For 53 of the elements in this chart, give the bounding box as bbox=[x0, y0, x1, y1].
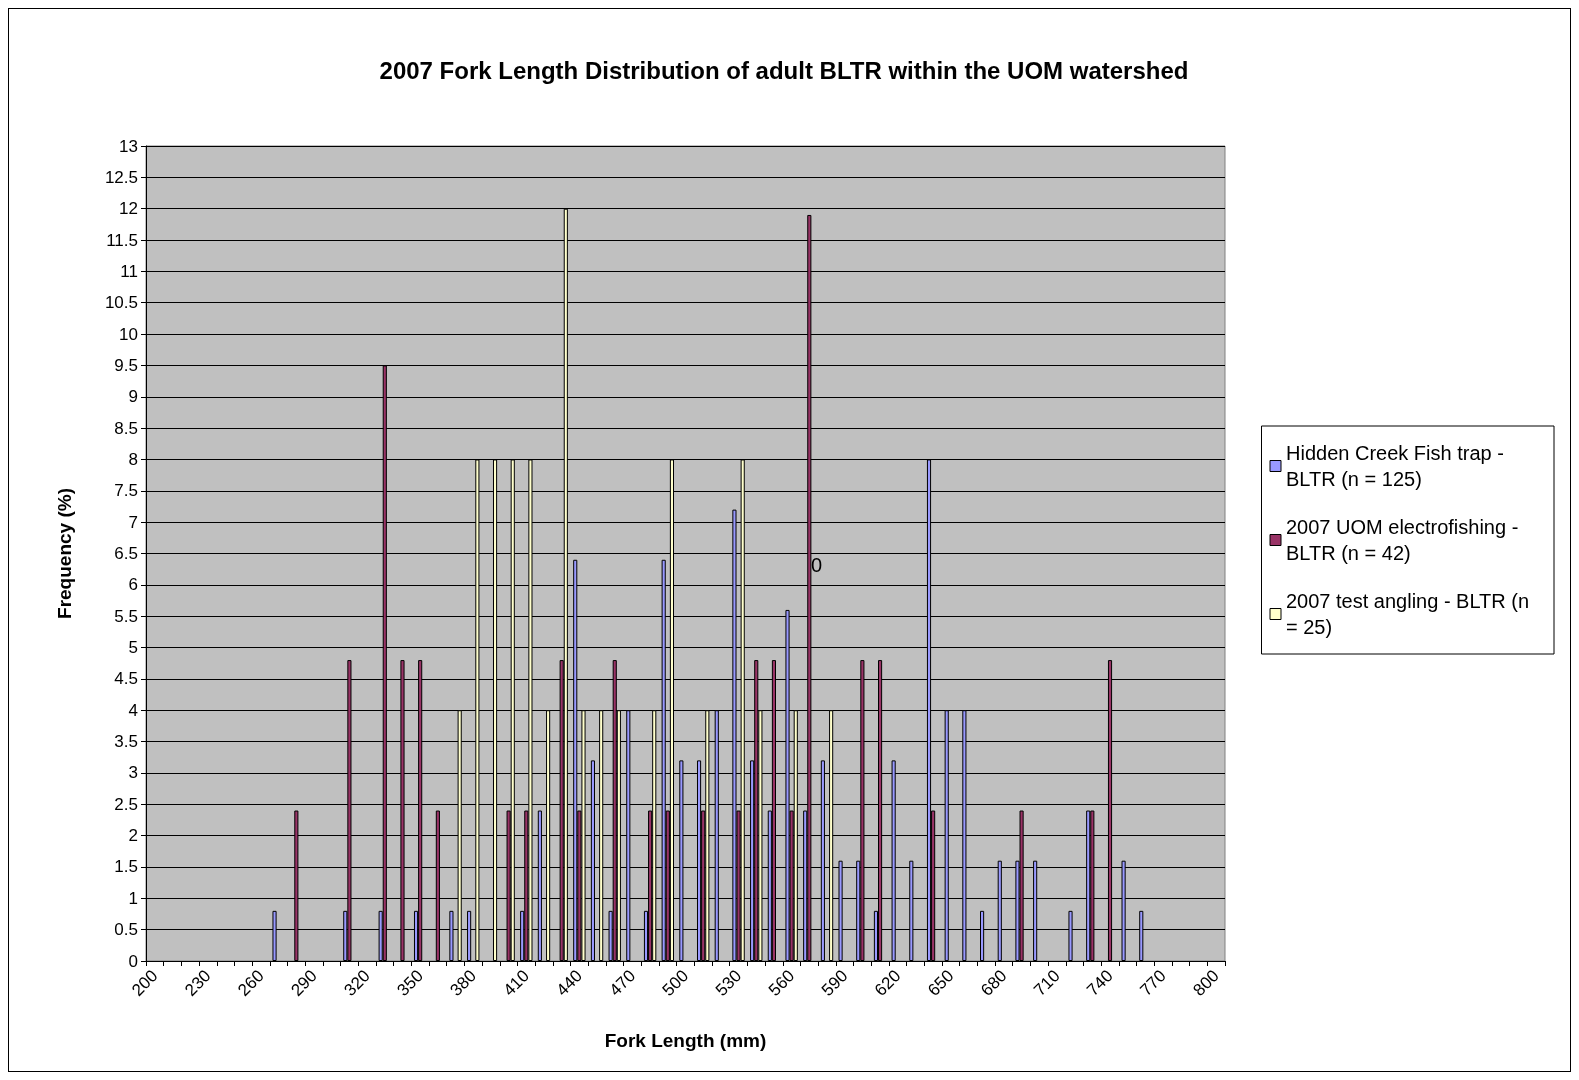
chart-title: 2007 Fork Length Distribution of adult BLTR within the UOM watershed bbox=[379, 56, 1189, 84]
y-tick-label: 13 bbox=[119, 136, 138, 156]
x-tick-label: 530 bbox=[711, 966, 746, 1000]
y-tick-label: 8 bbox=[128, 449, 138, 469]
legend-label: 2007 test angling - BLTR (n = 25) bbox=[1286, 590, 1535, 638]
y-tick-label: 10 bbox=[119, 324, 138, 344]
y-tick-label: 3 bbox=[128, 763, 138, 783]
x-tick-label: 470 bbox=[605, 966, 640, 1000]
legend-label: 2007 UOM electrofishing - BLTR (n = 42) bbox=[1286, 516, 1524, 564]
y-tick-label: 7.5 bbox=[114, 481, 138, 501]
y-tick-label: 4 bbox=[128, 700, 138, 720]
x-tick-label: 620 bbox=[871, 966, 905, 1000]
x-tick-label: 710 bbox=[1030, 966, 1064, 1000]
x-tick-label: 560 bbox=[764, 966, 799, 1000]
y-tick-label: 5 bbox=[128, 638, 138, 658]
y-tick-label: 4.5 bbox=[114, 669, 138, 689]
y-tick-label: 3.5 bbox=[114, 732, 138, 752]
y-axis-title: Frequency (%) bbox=[54, 488, 75, 619]
y-tick-label: 1.5 bbox=[114, 857, 138, 877]
x-tick-label: 350 bbox=[393, 966, 427, 1000]
x-tick-label: 320 bbox=[340, 966, 374, 1000]
x-tick-label: 740 bbox=[1083, 966, 1117, 1000]
legend-label: Hidden Creek Fish trap - BLTR (n = 125) bbox=[1286, 442, 1510, 490]
y-tick-label: 0.5 bbox=[114, 920, 138, 940]
x-tick-label: 290 bbox=[287, 966, 321, 1000]
y-tick-label: 2.5 bbox=[114, 794, 138, 814]
y-tick-label: 7 bbox=[128, 512, 138, 532]
y-tick-label: 9.5 bbox=[114, 355, 138, 375]
x-tick-label: 230 bbox=[181, 966, 215, 1000]
x-tick-label: 500 bbox=[658, 966, 693, 1000]
x-tick-label: 590 bbox=[817, 966, 852, 1000]
x-tick-label: 650 bbox=[924, 966, 958, 1000]
y-tick-label: 6 bbox=[128, 575, 138, 595]
y-tick-label: 2 bbox=[128, 826, 138, 846]
x-tick-label: 410 bbox=[499, 966, 534, 1000]
x-tick-label: 680 bbox=[977, 966, 1011, 1000]
y-tick-label: 8.5 bbox=[114, 418, 138, 438]
y-tick-label: 11 bbox=[120, 261, 138, 281]
x-tick-label: 770 bbox=[1136, 966, 1170, 1000]
y-tick-label: 9 bbox=[128, 387, 138, 407]
y-tick-label: 11.5 bbox=[106, 230, 138, 250]
y-tick-label: 5.5 bbox=[114, 606, 138, 626]
x-tick-label: 440 bbox=[552, 966, 587, 1000]
y-tick-label: 1 bbox=[128, 888, 138, 908]
y-tick-label: 12 bbox=[119, 199, 138, 219]
y-tick-label: 10.5 bbox=[104, 293, 138, 313]
x-axis-title: Fork Length (mm) bbox=[604, 1030, 767, 1051]
x-tick-label: 800 bbox=[1189, 966, 1223, 1000]
y-tick-label: 12.5 bbox=[104, 167, 138, 187]
y-tick-label: 6.5 bbox=[114, 544, 138, 563]
annotation: 0 bbox=[811, 554, 823, 576]
x-tick-label: 380 bbox=[446, 966, 480, 1000]
x-tick-label: 260 bbox=[234, 966, 268, 1000]
